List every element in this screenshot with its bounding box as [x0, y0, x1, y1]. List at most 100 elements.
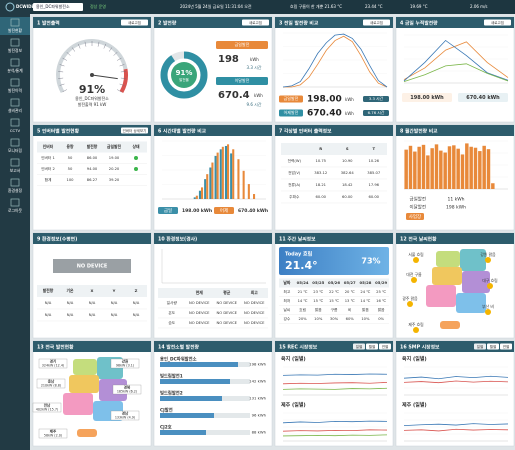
label: kWh: [250, 57, 259, 62]
label: 용인_DC파워발전소: [160, 356, 197, 363]
gauge-tick: [120, 77, 126, 79]
site-select[interactable]: [33, 3, 83, 11]
gauge-tick: [62, 57, 67, 61]
panel-title: 16 SMP 시장정보: [400, 343, 440, 350]
nav-item[interactable]: 발전현황: [8, 28, 22, 33]
weather-icon: [411, 277, 417, 283]
region: [73, 359, 97, 375]
badge-box: [216, 77, 268, 85]
table-cell: NO DEVICE: [216, 321, 237, 325]
label[interactable]: 새로고침: [370, 20, 383, 25]
table-cell: 습도: [168, 320, 175, 325]
percent: 91%: [79, 83, 105, 96]
badge[interactable]: [121, 19, 148, 26]
nav-item[interactable]: 발전이력: [8, 88, 22, 93]
region-label: [112, 384, 142, 395]
bar-fill: [160, 413, 214, 418]
line: [283, 35, 388, 88]
label[interactable]: 새로고침: [491, 20, 504, 25]
region-label: [38, 428, 68, 439]
tab[interactable]: [379, 343, 391, 350]
label[interactable]: 새로고침: [249, 20, 262, 25]
label: 육지 (일별): [281, 356, 306, 363]
badge-box: [214, 207, 234, 214]
nav-item[interactable]: 발전정보: [8, 48, 22, 53]
badge[interactable]: [242, 19, 269, 26]
gauge-tick: [113, 52, 118, 56]
label[interactable]: 월별: [490, 344, 496, 349]
table-cell: 흐림: [299, 307, 306, 312]
label[interactable]: 새로고침: [128, 20, 141, 25]
sidebar: [0, 0, 30, 450]
label[interactable]: 일별: [477, 344, 483, 349]
bar: [404, 149, 408, 189]
tab[interactable]: [474, 343, 486, 350]
nav-item[interactable]: 환경설정: [8, 188, 22, 193]
line: [403, 39, 509, 82]
table-cell: 50: [68, 156, 73, 160]
nav-item[interactable]: 설비관리: [8, 108, 22, 113]
nav-item[interactable]: 모니터링: [8, 148, 22, 153]
bar: [206, 174, 209, 199]
value: 131 kWh: [249, 396, 266, 401]
panel-body: [395, 16, 515, 123]
gauge-tick: [103, 43, 107, 49]
table-cell: 10%: [314, 317, 323, 321]
nav-item[interactable]: 보고서: [10, 168, 21, 173]
tab[interactable]: [487, 343, 499, 350]
region: [460, 249, 486, 271]
label: 경북: [124, 385, 131, 390]
bar: [469, 146, 473, 189]
gauge-tick: [66, 52, 71, 56]
label: 제주 (일별): [402, 402, 427, 409]
table-head: [279, 278, 389, 288]
table-cell: NO DEVICE: [244, 311, 265, 315]
line: [403, 41, 509, 80]
label[interactable]: 인버터 상세보기: [123, 128, 147, 133]
badge[interactable]: [363, 19, 390, 26]
nav-item[interactable]: 분석/통계: [7, 68, 23, 73]
bar: [201, 187, 204, 199]
label: kWh: [254, 93, 263, 98]
label[interactable]: 연별: [503, 344, 509, 349]
value: 198.00: [307, 95, 342, 105]
nav-item[interactable]: CCTV: [10, 128, 21, 133]
bar: [473, 147, 478, 189]
bar: [491, 183, 495, 189]
badge[interactable]: [121, 127, 148, 134]
nav-icon: [10, 118, 20, 127]
table-header: 금일발전: [107, 144, 121, 149]
nav-item[interactable]: 로그아웃: [8, 208, 22, 213]
value: 198: [218, 54, 239, 65]
label: 9.6 시간: [247, 101, 262, 107]
line: [282, 33, 388, 88]
panel-title: 3 전일 발전량 비교: [279, 19, 319, 26]
label[interactable]: 사업장: [409, 213, 421, 220]
nav-icon: [10, 158, 20, 167]
tab[interactable]: [500, 343, 512, 350]
panel-title-bar: [154, 341, 272, 352]
bar-fill: [160, 362, 238, 367]
gauge-tick: [58, 71, 64, 73]
label[interactable]: 일별: [356, 344, 362, 349]
value: 210kW (8.8): [41, 384, 61, 388]
panel-title: 10 환경정보(경사): [158, 235, 197, 242]
label[interactable]: 월별: [369, 344, 375, 349]
tab[interactable]: [366, 343, 378, 350]
tab[interactable]: [353, 343, 365, 350]
panel-title-bar: [275, 233, 393, 244]
gauge-tick: [84, 41, 87, 47]
table-cell: 맑음: [362, 307, 369, 312]
bar: [219, 149, 222, 199]
label[interactable]: 연별: [382, 344, 388, 349]
table-cell: 24 ℃: [360, 290, 370, 294]
bar: [417, 146, 421, 189]
label: 이달발전: [409, 204, 426, 211]
badge[interactable]: [484, 19, 511, 26]
bar: [230, 153, 233, 199]
badge-box: [363, 96, 389, 102]
table-cell: 20 ℃: [345, 290, 355, 294]
table-cell: 94.00: [87, 167, 98, 171]
